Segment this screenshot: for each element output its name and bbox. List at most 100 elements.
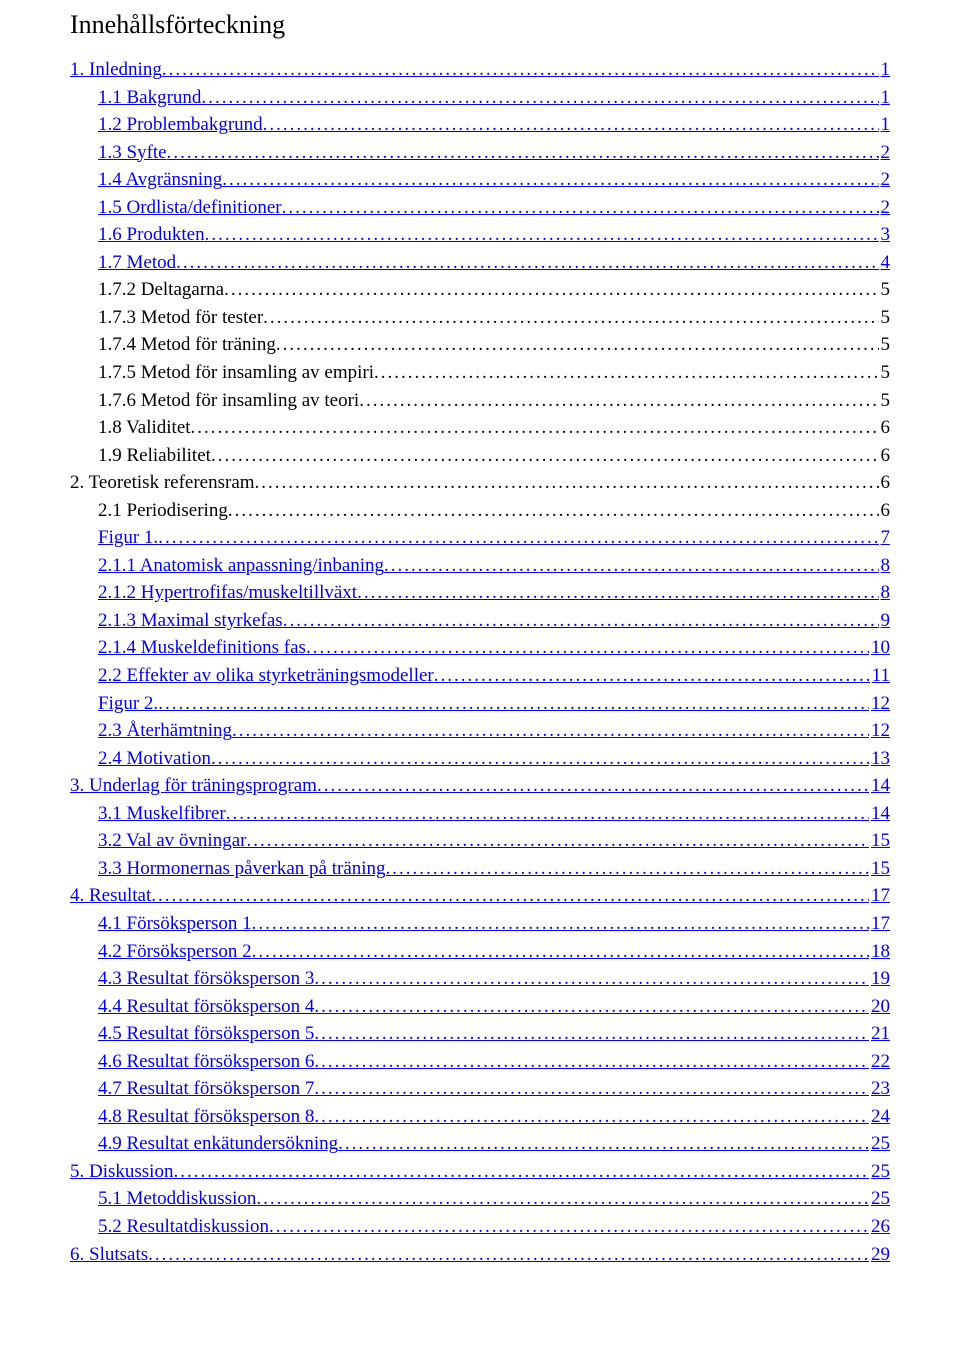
toc-entry[interactable]: 1.1 Bakgrund............................… — [70, 84, 890, 112]
toc-entry-label[interactable]: Figur 1. — [98, 524, 158, 552]
toc-entry[interactable]: Figur 1. ...............................… — [70, 524, 890, 552]
toc-entry-page[interactable]: 8 — [879, 579, 891, 607]
toc-entry[interactable]: Figur 2. ...............................… — [70, 690, 890, 718]
toc-entry-label[interactable]: 5.1 Metoddiskussion — [98, 1185, 256, 1213]
toc-entry-label[interactable]: 3.1 Muskelfibrer — [98, 800, 226, 828]
toc-entry-page[interactable]: 20 — [869, 993, 890, 1021]
toc-entry[interactable]: 2.1.1 Anatomisk anpassning/inbaning.....… — [70, 552, 890, 580]
toc-entry-page[interactable]: 9 — [879, 607, 891, 635]
toc-entry-label[interactable]: 1.7 Metod — [98, 249, 176, 277]
toc-entry-page[interactable]: 23 — [869, 1075, 890, 1103]
toc-entry-page[interactable]: 26 — [869, 1213, 890, 1241]
toc-entry-label[interactable]: 2.1.3 Maximal styrkefas — [98, 607, 283, 635]
toc-entry-label[interactable]: 4.1 Försöksperson 1 — [98, 910, 252, 938]
toc-entry-page[interactable]: 12 — [869, 690, 890, 718]
toc-entry-label[interactable]: 3. Underlag för träningsprogram — [70, 772, 317, 800]
toc-entry-page[interactable]: 18 — [869, 938, 890, 966]
toc-entry[interactable]: 4.7 Resultat försöksperson 7............… — [70, 1075, 890, 1103]
toc-entry-page[interactable]: 14 — [869, 800, 890, 828]
toc-entry[interactable]: 1.6 Produkten...........................… — [70, 221, 890, 249]
toc-entry[interactable]: 2.1.4 Muskeldefinitions fas.............… — [70, 634, 890, 662]
toc-entry[interactable]: 1.2 Problembakgrund.....................… — [70, 111, 890, 139]
toc-entry-page[interactable]: 3 — [879, 221, 891, 249]
toc-entry-page[interactable]: 12 — [869, 717, 890, 745]
toc-entry-label[interactable]: 2.1.4 Muskeldefinitions fas — [98, 634, 306, 662]
toc-entry-page[interactable]: 15 — [869, 855, 890, 883]
toc-entry-page[interactable]: 10 — [869, 634, 890, 662]
toc-entry-label[interactable]: 1. Inledning — [70, 56, 162, 84]
toc-entry[interactable]: 2.1.3 Maximal styrkefas.................… — [70, 607, 890, 635]
toc-entry[interactable]: 4.8 Resultat försöksperson 8............… — [70, 1103, 890, 1131]
toc-entry-label[interactable]: 4.3 Resultat försöksperson 3 — [98, 965, 314, 993]
toc-entry-label[interactable]: 4.8 Resultat försöksperson 8 — [98, 1103, 314, 1131]
toc-entry-page[interactable]: 14 — [869, 772, 890, 800]
toc-entry-label[interactable]: 6. Slutsats — [70, 1241, 148, 1269]
toc-entry-label[interactable]: 4. Resultat — [70, 882, 151, 910]
toc-entry-label[interactable]: 2.2 Effekter av olika styrketräningsmode… — [98, 662, 434, 690]
toc-entry-label[interactable]: 2.3 Återhämtning — [98, 717, 232, 745]
toc-entry[interactable]: 2.4 Motivation..........................… — [70, 745, 890, 773]
toc-entry-label[interactable]: 4.6 Resultat försöksperson 6 — [98, 1048, 314, 1076]
toc-entry-page[interactable]: 1 — [879, 84, 891, 112]
toc-entry-label[interactable]: 5.2 Resultatdiskussion — [98, 1213, 269, 1241]
toc-entry[interactable]: 1.4 Avgränsning.........................… — [70, 166, 890, 194]
toc-entry-page[interactable]: 4 — [879, 249, 891, 277]
toc-entry-page[interactable]: 7 — [879, 524, 891, 552]
toc-entry-label[interactable]: 2.1.2 Hypertrofifas/muskeltillväxt — [98, 579, 357, 607]
toc-entry[interactable]: 3.2 Val av övningar.....................… — [70, 827, 890, 855]
toc-entry[interactable]: 4.9 Resultat enkätundersökning..........… — [70, 1130, 890, 1158]
toc-entry[interactable]: 4.6 Resultat försöksperson 6............… — [70, 1048, 890, 1076]
toc-entry-page[interactable]: 25 — [869, 1158, 890, 1186]
toc-entry-page[interactable]: 25 — [869, 1185, 890, 1213]
toc-entry-page[interactable]: 13 — [869, 745, 890, 773]
toc-entry[interactable]: 4.4 Resultat försöksperson 4............… — [70, 993, 890, 1021]
toc-entry-page[interactable]: 19 — [869, 965, 890, 993]
toc-entry-label[interactable]: 1.3 Syfte — [98, 139, 167, 167]
toc-entry[interactable]: 3.3 Hormonernas påverkan på träning.....… — [70, 855, 890, 883]
toc-entry-page[interactable]: 17 — [869, 910, 890, 938]
toc-entry[interactable]: 4.3 Resultat försöksperson 3............… — [70, 965, 890, 993]
toc-entry-label[interactable]: 4.7 Resultat försöksperson 7 — [98, 1075, 314, 1103]
toc-entry-label[interactable]: 1.6 Produkten — [98, 221, 205, 249]
toc-entry-label[interactable]: 2.1.1 Anatomisk anpassning/inbaning — [98, 552, 384, 580]
toc-entry[interactable]: 4.5 Resultat försöksperson 5............… — [70, 1020, 890, 1048]
toc-entry[interactable]: 5.1 Metoddiskussion.....................… — [70, 1185, 890, 1213]
toc-entry-label[interactable]: 3.2 Val av övningar — [98, 827, 246, 855]
toc-entry-page[interactable]: 15 — [869, 827, 890, 855]
toc-entry[interactable]: 4.2 Försöksperson 2.....................… — [70, 938, 890, 966]
toc-entry-label[interactable]: 3.3 Hormonernas påverkan på träning — [98, 855, 386, 883]
toc-entry-label[interactable]: 4.2 Försöksperson 2 — [98, 938, 252, 966]
toc-entry[interactable]: 2.2 Effekter av olika styrketräningsmode… — [70, 662, 890, 690]
toc-entry-page[interactable]: 11 — [870, 662, 890, 690]
toc-entry-label[interactable]: Figur 2. — [98, 690, 158, 718]
toc-entry[interactable]: 4.1 Försöksperson 1.....................… — [70, 910, 890, 938]
toc-entry-label[interactable]: 4.4 Resultat försöksperson 4 — [98, 993, 314, 1021]
toc-entry-page[interactable]: 1 — [879, 111, 891, 139]
toc-entry-label[interactable]: 1.2 Problembakgrund — [98, 111, 263, 139]
toc-entry-page[interactable]: 2 — [879, 139, 891, 167]
toc-entry-label[interactable]: 5. Diskussion — [70, 1158, 173, 1186]
toc-entry-page[interactable]: 2 — [879, 194, 891, 222]
toc-entry-page[interactable]: 21 — [869, 1020, 890, 1048]
toc-entry-label[interactable]: 1.1 Bakgrund — [98, 84, 201, 112]
toc-entry[interactable]: 4. Resultat.............................… — [70, 882, 890, 910]
toc-entry-page[interactable]: 25 — [869, 1130, 890, 1158]
toc-entry[interactable]: 3. Underlag för träningsprogram.........… — [70, 772, 890, 800]
toc-entry[interactable]: 3.1 Muskelfibrer........................… — [70, 800, 890, 828]
toc-entry-label[interactable]: 4.9 Resultat enkätundersökning — [98, 1130, 338, 1158]
toc-entry[interactable]: 1.5 Ordlista/definitioner...............… — [70, 194, 890, 222]
toc-entry-page[interactable]: 22 — [869, 1048, 890, 1076]
toc-entry[interactable]: 5.2 Resultatdiskussion..................… — [70, 1213, 890, 1241]
toc-entry[interactable]: 5. Diskussion...........................… — [70, 1158, 890, 1186]
toc-entry[interactable]: 6. Slutsats.............................… — [70, 1241, 890, 1269]
toc-entry-label[interactable]: 1.5 Ordlista/definitioner — [98, 194, 282, 222]
toc-entry-page[interactable]: 29 — [869, 1241, 890, 1269]
toc-entry-page[interactable]: 8 — [879, 552, 891, 580]
toc-entry[interactable]: 1.3 Syfte...............................… — [70, 139, 890, 167]
toc-entry-page[interactable]: 1 — [879, 56, 891, 84]
toc-entry-page[interactable]: 17 — [869, 882, 890, 910]
toc-entry-page[interactable]: 2 — [879, 166, 891, 194]
toc-entry-page[interactable]: 24 — [869, 1103, 890, 1131]
toc-entry[interactable]: 1. Inledning............................… — [70, 56, 890, 84]
toc-entry[interactable]: 2.1.2 Hypertrofifas/muskeltillväxt......… — [70, 579, 890, 607]
